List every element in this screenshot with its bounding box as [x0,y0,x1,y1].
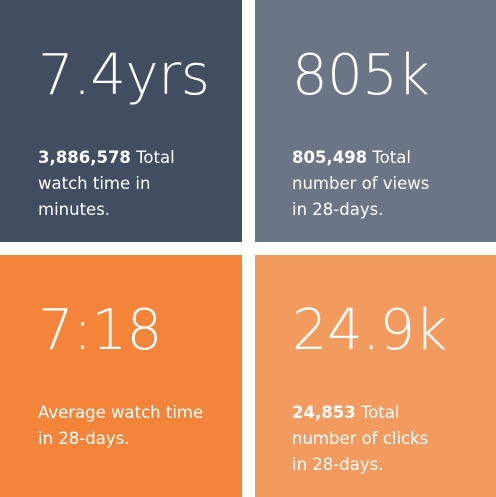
stat-highlight: 24,853 [292,403,356,422]
stat-text-line: Total [355,403,400,422]
stat-text-line: in 28-days. [38,429,130,448]
stat-highlight: 3,886,578 [38,148,131,167]
stat-text-line: in 28-days. [292,200,384,219]
stat-text-line: Average watch time [38,403,204,422]
stat-description: Average watch time in 28-days. [38,400,228,452]
stat-highlight: 805,498 [292,148,368,167]
stat-text-line: Total [367,148,411,167]
stat-text-line: Total [130,148,175,167]
stat-text-line: watch time in [38,174,151,193]
stat-value: 24.9k [292,298,447,363]
stat-description: 805,498 Total number of views in 28-days… [292,145,482,223]
stat-tile-average-watch-time: 7:18 Average watch time in 28-days. [0,255,242,497]
stat-tile-watch-time-years: 7.4yrs 3,886,578 Total watch time in min… [0,0,242,242]
stat-text-line: number of views [292,174,430,193]
stat-description: 24,853 Total number of clicks in 28-days… [292,400,482,478]
stat-value: 7:18 [38,298,162,363]
stat-description: 3,886,578 Total watch time in minutes. [38,145,228,223]
stat-tile-clicks: 24.9k 24,853 Total number of clicks in 2… [255,255,496,497]
stat-tile-views: 805k 805,498 Total number of views in 28… [255,0,496,242]
stat-value: 7.4yrs [38,43,210,108]
stat-text-line: in 28-days. [292,455,384,474]
stat-text-line: number of clicks [292,429,429,448]
stat-value: 805k [292,43,430,108]
stat-text-line: minutes. [38,200,111,219]
